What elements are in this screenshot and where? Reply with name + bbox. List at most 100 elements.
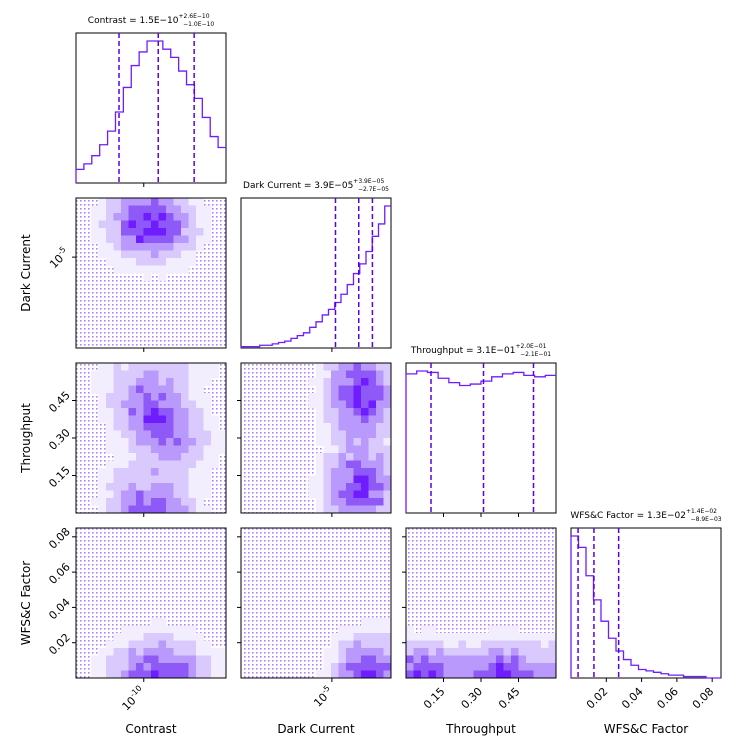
density-cell [443, 648, 452, 656]
density-cell [121, 438, 129, 446]
density-cell [533, 655, 542, 664]
y-tick-label-throughput-1: 0.30 [46, 426, 73, 453]
density-cell [113, 250, 122, 259]
density-cell [361, 445, 369, 454]
density-cell [136, 648, 144, 656]
density-cell [361, 400, 369, 409]
density-cell [128, 625, 137, 634]
density-cell [383, 415, 391, 424]
density-cell [413, 640, 422, 649]
density-layer [76, 198, 226, 348]
density-layer [76, 528, 226, 678]
density-cell [143, 408, 152, 416]
density-cell [98, 243, 107, 251]
density-cell [173, 663, 182, 671]
density-cell [121, 655, 129, 664]
density-cell [121, 423, 129, 431]
density-cell [428, 648, 437, 656]
density-cell [346, 400, 354, 409]
density-cell [203, 408, 212, 416]
density-cell [353, 648, 362, 656]
density-cell [346, 648, 354, 656]
density-cell [188, 483, 197, 491]
density-cell [98, 415, 107, 424]
density-cell [376, 363, 384, 371]
density-cell [361, 460, 369, 469]
density-cell [173, 228, 182, 236]
histogram-panel-contrast: Contrast = 1.5E−10+2.6E−10 −1.0E−10 [75, 13, 227, 184]
density-cell [128, 265, 137, 274]
density-cell [136, 400, 144, 409]
density-cell [196, 670, 204, 678]
density-cell [361, 505, 369, 513]
density-cell [346, 625, 354, 634]
density-cell [166, 243, 174, 251]
density-cell [331, 483, 339, 491]
density-cell [376, 415, 384, 424]
density-cell [376, 625, 384, 634]
density-cell [406, 633, 414, 641]
density-cell [541, 655, 549, 664]
density-cell [518, 655, 527, 664]
density-cell [436, 633, 444, 641]
density-cell [188, 498, 197, 506]
density-cell [203, 423, 212, 431]
y-tick-label-wfsc_factor-1: 0.04 [46, 596, 73, 623]
density-panel-dark_current-throughput [240, 362, 392, 514]
density-cell [113, 475, 122, 484]
density-cell [128, 640, 137, 649]
density-cell [143, 235, 152, 244]
density-cell [128, 363, 137, 371]
density-cell [136, 640, 144, 649]
density-cell [128, 490, 137, 499]
density-cell [121, 460, 129, 469]
density-cell [481, 648, 489, 656]
density-cell [203, 363, 212, 371]
density-cell [128, 258, 137, 266]
density-cell [151, 423, 159, 431]
density-cell [143, 468, 152, 476]
density-cell [511, 640, 519, 649]
density-cell [98, 670, 107, 678]
density-cell [443, 670, 452, 678]
y-tick-label-wfsc_factor-2: 0.06 [46, 560, 73, 587]
density-cell [136, 490, 144, 499]
density-cell [151, 483, 159, 491]
density-cell [143, 205, 152, 214]
density-cell [136, 265, 144, 274]
density-cell [181, 408, 189, 416]
density-cell [361, 670, 369, 678]
density-cell [173, 220, 182, 229]
density-cell [331, 633, 339, 641]
density-cell [338, 378, 347, 386]
density-cell [316, 498, 324, 506]
density-cell [121, 453, 129, 461]
density-cell [91, 370, 99, 379]
density-cell [113, 198, 122, 206]
density-cell [346, 430, 354, 439]
density-cell [181, 370, 189, 379]
density-cell [113, 460, 122, 469]
density-cell [346, 408, 354, 416]
density-cell [181, 363, 189, 371]
density-cell [488, 663, 497, 671]
density-cell [173, 213, 182, 221]
density-cell [383, 438, 391, 446]
density-cell [533, 648, 542, 656]
density-cell [488, 655, 497, 664]
density-cell [188, 378, 197, 386]
density-cell [473, 640, 482, 649]
density-cell [173, 378, 182, 386]
density-cell [361, 363, 369, 371]
density-cell [458, 648, 467, 656]
density-cell [143, 250, 152, 259]
density-cell [121, 393, 129, 401]
density-cell [376, 378, 384, 386]
density-cell [151, 460, 159, 469]
density-cell [173, 415, 182, 424]
density-cell [458, 663, 467, 671]
density-cell [173, 490, 182, 499]
density-cell [196, 198, 204, 206]
density-cell [98, 213, 107, 221]
density-cell [421, 625, 429, 634]
